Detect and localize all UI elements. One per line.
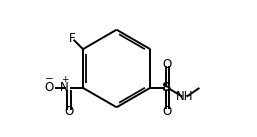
Text: O: O	[44, 81, 53, 94]
Text: N: N	[60, 81, 69, 94]
Text: −: −	[44, 74, 53, 84]
Text: O: O	[163, 105, 172, 118]
Text: +: +	[61, 75, 69, 84]
Text: F: F	[69, 32, 76, 45]
Text: O: O	[163, 58, 172, 71]
Text: NH: NH	[176, 90, 193, 103]
Text: O: O	[64, 105, 74, 118]
Text: S: S	[162, 81, 172, 94]
